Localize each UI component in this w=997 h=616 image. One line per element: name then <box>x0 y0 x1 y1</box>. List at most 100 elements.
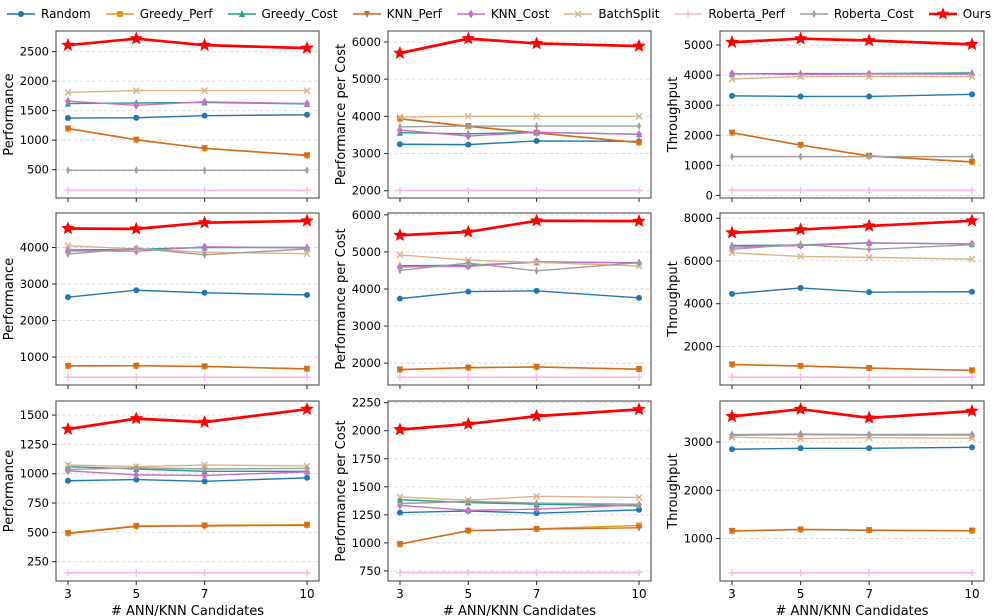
legend-label: Ours <box>962 7 991 21</box>
series-roberta_perf <box>728 186 976 194</box>
y-axis-label: Throughput <box>666 453 681 530</box>
svg-text:4000: 4000 <box>684 68 713 82</box>
svg-text:10: 10 <box>631 587 646 601</box>
plot-frame <box>55 400 320 582</box>
svg-text:750: 750 <box>359 564 381 578</box>
chart-cell-row0-col1: 2000 3000 4000 5000 6000 Performance per Cost <box>332 26 664 204</box>
x-axis-label: # ANN/KNN Candidates <box>111 604 264 616</box>
x-axis-ticks <box>399 198 640 202</box>
series-batchsplit <box>396 112 643 121</box>
chart-cell-row2-col2: 1000 2000 3000 3 5 7 10 Throughput # ANN/KNN Can… <box>664 390 997 616</box>
y-axis-ticks: 1000 2000 3000 <box>684 435 720 546</box>
svg-text:5000: 5000 <box>352 72 381 86</box>
series-ours <box>393 31 646 59</box>
svg-text:3000: 3000 <box>352 147 381 161</box>
series-ours <box>393 402 646 436</box>
y-axis-ticks: 750 1000 1250 1500 1750 2000 2250 <box>352 396 388 578</box>
series-greedy_perf <box>64 521 311 536</box>
gridlines <box>720 217 984 347</box>
svg-text:2000: 2000 <box>20 314 49 328</box>
series-roberta_cost <box>66 463 309 474</box>
svg-text:2000: 2000 <box>352 424 381 438</box>
svg-text:2000: 2000 <box>20 74 49 88</box>
series-batchsplit <box>64 87 311 96</box>
y-axis-label: Performance per Cost <box>334 228 349 369</box>
gridlines <box>388 402 651 572</box>
series-roberta_perf <box>64 186 311 194</box>
series-random <box>729 91 975 100</box>
svg-text:3: 3 <box>396 587 404 601</box>
x-axis-ticks <box>67 198 308 202</box>
series-greedy_cost <box>729 68 975 77</box>
legend-item-roberta_cost: Roberta_Cost <box>799 7 914 21</box>
series-roberta_cost <box>730 429 974 439</box>
gridlines <box>56 414 319 563</box>
chart-cell-row1-col1: 2000 3000 4000 5000 6000 Performance per Cost <box>332 204 664 390</box>
legend-label: Random <box>41 7 91 21</box>
legend-label: Greedy_Perf <box>139 7 213 21</box>
legend-item-greedy_cost: Greedy_Cost <box>227 7 338 21</box>
svg-text:1000: 1000 <box>20 350 49 364</box>
series-roberta_cost <box>730 152 974 161</box>
legend-label: BatchSplit <box>598 7 660 21</box>
series-roberta_cost <box>66 166 309 175</box>
svg-text:8000: 8000 <box>684 211 713 225</box>
chart-row1-col2-throughput: 2000 4000 6000 8000 Throughput <box>666 211 985 389</box>
plot-frame <box>387 30 652 199</box>
x-axis-ticks <box>731 385 973 389</box>
chart-cell-row2-col0: 250 500 750 1000 1250 1500 3 5 7 10 Performance # A… <box>0 390 332 616</box>
svg-text:10: 10 <box>299 587 314 601</box>
svg-text:10: 10 <box>964 587 979 601</box>
svg-text:7: 7 <box>201 587 209 601</box>
legend-item-random: Random <box>6 7 91 21</box>
x-marker-icon <box>564 10 593 18</box>
svg-text:4000: 4000 <box>352 109 381 123</box>
svg-text:1000: 1000 <box>20 133 49 147</box>
y-axis-ticks: 1000 2000 3000 4000 <box>20 241 56 364</box>
plot-frame <box>719 400 985 582</box>
svg-text:1000: 1000 <box>352 536 381 550</box>
svg-text:1250: 1250 <box>352 508 381 522</box>
series-ours <box>393 213 646 242</box>
legend-label: KNN_Perf <box>386 7 442 21</box>
x-axis-ticks <box>731 198 973 202</box>
series-random <box>729 444 975 453</box>
chart-row2-col1-performance-per-cost: 750 1000 1250 1500 1750 2000 2250 3 5 7 10 Performa… <box>334 396 652 616</box>
series-random <box>396 287 643 302</box>
svg-text:2000: 2000 <box>684 483 713 497</box>
y-axis-label: Performance <box>2 73 17 155</box>
series-knn_perf <box>396 364 643 374</box>
svg-text:2500: 2500 <box>20 45 49 59</box>
series-random <box>64 287 311 301</box>
chart-cell-row0-col0: 500 1000 1500 2000 2500 Performance <box>0 26 332 204</box>
svg-text:7: 7 <box>865 587 873 601</box>
legend-label: Roberta_Cost <box>833 7 914 21</box>
y-axis-label: Throughput <box>666 261 681 338</box>
svg-text:5: 5 <box>464 587 472 601</box>
legend-item-batchsplit: BatchSplit <box>563 7 659 21</box>
svg-text:2250: 2250 <box>352 396 381 410</box>
x-axis-ticks: 3 5 7 10 <box>396 581 647 601</box>
plot-frame <box>55 212 320 386</box>
svg-text:3000: 3000 <box>352 319 381 333</box>
svg-text:3: 3 <box>728 587 736 601</box>
series-ours <box>725 31 979 51</box>
y-axis-ticks: 2000 3000 4000 5000 6000 <box>352 208 388 370</box>
plus-marker-icon <box>674 10 703 18</box>
svg-text:7: 7 <box>533 587 541 601</box>
gridlines <box>388 214 651 364</box>
gridlines <box>720 441 984 539</box>
svg-text:6000: 6000 <box>352 208 381 222</box>
legend-item-roberta_perf: Roberta_Perf <box>673 7 785 21</box>
y-axis-ticks: 500 1000 1500 2000 2500 <box>20 45 56 177</box>
x-axis-label: # ANN/KNN Candidates <box>775 604 928 616</box>
series-knn_perf <box>64 522 311 538</box>
svg-text:500: 500 <box>27 163 49 177</box>
y-axis-label: Performance per Cost <box>334 420 349 561</box>
triangle-up-marker-icon <box>227 10 256 17</box>
svg-text:5000: 5000 <box>684 38 713 52</box>
svg-text:1250: 1250 <box>20 437 49 451</box>
